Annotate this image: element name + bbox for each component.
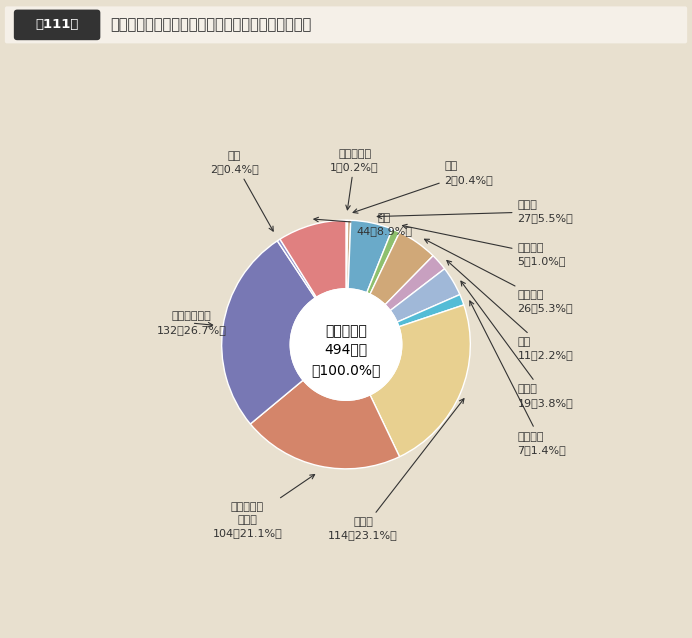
Text: 交通
2（0.4%）: 交通 2（0.4%）	[353, 161, 493, 213]
Wedge shape	[251, 380, 399, 469]
Text: 駐車場
114（23.1%）: 駐車場 114（23.1%）	[328, 399, 464, 540]
Text: 導入済事業: 導入済事業	[325, 325, 367, 339]
Wedge shape	[367, 229, 399, 294]
Wedge shape	[397, 295, 464, 327]
Circle shape	[290, 289, 402, 400]
Wedge shape	[370, 232, 433, 305]
Text: 宅地造成
7（1.4%）: 宅地造成 7（1.4%）	[470, 301, 566, 455]
Wedge shape	[348, 220, 392, 293]
Text: 観光施設・
その他
104（21.1%）: 観光施設・ その他 104（21.1%）	[212, 475, 315, 538]
Text: 簡易水道
5（1.0%）: 簡易水道 5（1.0%）	[403, 225, 566, 266]
Wedge shape	[346, 220, 347, 289]
Text: 水道
2（0.4%）: 水道 2（0.4%）	[210, 151, 273, 231]
Text: 病院
44（8.9%）: 病院 44（8.9%）	[314, 213, 412, 236]
Text: 介護サービス
132（26.7%）: 介護サービス 132（26.7%）	[156, 311, 226, 335]
Text: 地方公営企業における指定管理者制度の導入済事業: 地方公営企業における指定管理者制度の導入済事業	[111, 17, 312, 33]
Wedge shape	[390, 269, 460, 322]
Text: 市場
11（2.2%）: 市場 11（2.2%）	[447, 260, 573, 360]
Text: と畜場
19（3.8%）: と畜場 19（3.8%）	[461, 281, 573, 408]
Wedge shape	[370, 305, 471, 457]
Text: 港湾整備
26（5.3%）: 港湾整備 26（5.3%）	[424, 239, 573, 313]
Wedge shape	[280, 220, 346, 297]
Text: 494事業: 494事業	[325, 342, 367, 356]
Text: 工業用水道
1（0.2%）: 工業用水道 1（0.2%）	[330, 149, 379, 210]
Wedge shape	[347, 220, 351, 289]
Text: （100.0%）: （100.0%）	[311, 363, 381, 377]
Wedge shape	[221, 241, 316, 424]
Text: 第111図: 第111図	[36, 19, 79, 31]
Wedge shape	[385, 256, 444, 311]
Wedge shape	[277, 239, 316, 298]
Text: 下水道
27（5.5%）: 下水道 27（5.5%）	[377, 200, 573, 223]
